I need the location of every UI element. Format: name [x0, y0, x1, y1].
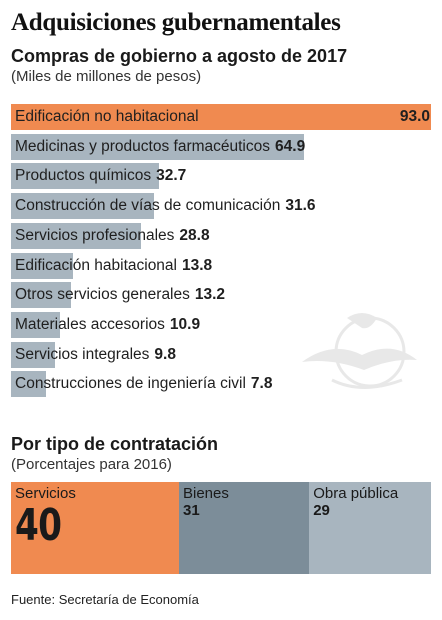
data-label: 93.0: [399, 108, 430, 125]
bar-label: Edificación no habitacional: [15, 104, 199, 130]
bar: [11, 311, 61, 338]
data-label: 7.8: [250, 375, 273, 393]
data-label: 32.7: [156, 167, 187, 185]
data-label: 28.8: [179, 226, 210, 244]
bar-label: Edificación habitacional 13.8: [15, 253, 212, 279]
category-label: Otros servicios generales: [15, 286, 190, 304]
data-label: 9.8: [154, 345, 176, 363]
bar-label: Servicios integrales 9.8: [15, 342, 176, 368]
block-value: 40: [15, 500, 62, 551]
data-label: 13.8: [182, 256, 213, 274]
bar: [11, 222, 142, 249]
source-note: Fuente: Secretaría de Economía: [11, 592, 199, 607]
bar: [11, 252, 74, 279]
data-label: 64.9: [275, 137, 306, 155]
block-label: Bienes: [183, 485, 229, 502]
bar-label: Materiales accesorios 10.9: [15, 312, 200, 338]
bar: [11, 371, 47, 398]
bar-label: Medicinas y productos farmacéuticos 64.9: [15, 134, 305, 160]
contract-block: Bienes 31: [179, 482, 310, 574]
category-label: Servicios profesionales: [15, 226, 175, 244]
bar-label: Construcciones de ingeniería civil 7.8: [15, 371, 272, 397]
units-note: (Miles de millones de pesos): [11, 68, 202, 85]
section-title: Por tipo de contratación: [11, 434, 219, 454]
bar: [11, 282, 71, 309]
bar-label: Otros servicios generales 13.2: [15, 282, 225, 308]
data-label: 10.9: [169, 315, 201, 333]
contract-block: Servicios 40: [11, 482, 179, 574]
section-units: (Porcentajes para 2016): [11, 456, 172, 473]
bar: [11, 193, 154, 220]
bar-label: Servicios profesionales 28.8: [15, 223, 210, 249]
data-label: 31.6: [285, 197, 316, 215]
bar: [11, 341, 56, 368]
data-label: 13.2: [194, 286, 226, 304]
category-label: Productos químicos: [15, 167, 152, 185]
category-label: Servicios integrales: [15, 345, 150, 363]
category-label: Edificación no habitacional: [15, 108, 199, 125]
eagle-seal-watermark: [302, 313, 417, 389]
category-label: Medicinas y productos farmacéuticos: [15, 137, 271, 155]
block-label: Servicios: [15, 485, 76, 502]
bar: [11, 163, 159, 190]
category-label: Materiales accesorios: [15, 315, 165, 333]
chart-subtitle: Compras de gobierno a agosto de 2017: [11, 46, 348, 66]
bar: [11, 104, 431, 130]
bar-label: Construcción de vías de comunicación 31.6: [15, 193, 316, 219]
block-value: 31: [183, 502, 200, 519]
bar: [11, 133, 305, 160]
category-label: Construcciones de ingeniería civil: [15, 375, 246, 393]
bar-label: Productos químicos 32.7: [15, 163, 186, 189]
block-value: 29: [313, 502, 330, 519]
chart-title: Adquisiciones gubernamentales: [11, 9, 341, 36]
contract-block: Obra pública 29: [309, 482, 431, 574]
block-label: Obra pública: [313, 485, 399, 502]
category-label: Edificación habitacional: [15, 256, 177, 274]
category-label: Construcción de vías de comunicación: [15, 197, 281, 215]
